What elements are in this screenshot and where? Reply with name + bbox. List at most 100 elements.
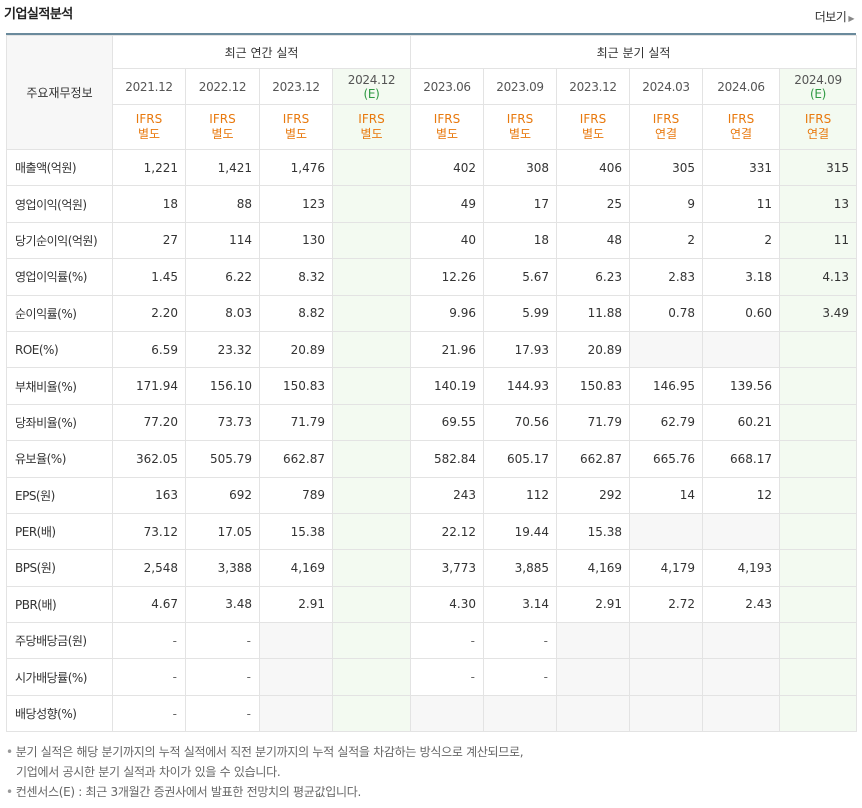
table-cell: 25 [556, 185, 630, 223]
table-cell [332, 294, 411, 332]
table-cell: 62.79 [629, 403, 703, 442]
ifrs-label: IFRS [209, 112, 236, 126]
table-cell: 15.38 [556, 512, 630, 551]
table-cell: 112 [483, 476, 557, 514]
table-cell [332, 476, 411, 514]
period-header: 2024.12 (E) [332, 68, 411, 105]
table-cell [702, 512, 780, 551]
table-cell: 362.05 [112, 440, 186, 478]
table-cell [778, 440, 858, 478]
row-label-header: 주요재무정보 [6, 35, 113, 150]
table-cell: 605.17 [483, 440, 557, 478]
table-cell: 692 [185, 476, 260, 514]
table-cell [778, 403, 858, 442]
table-top-border [6, 33, 856, 35]
accounting-basis: IFRS 별도 [185, 104, 260, 150]
table-cell: 8.03 [185, 294, 260, 332]
table-cell [778, 585, 858, 624]
table-row: 당기순이익(억원) 27 114 130 40 18 48 2 2 11 [6, 221, 858, 260]
table-row: 당좌비율(%) 77.20 73.73 71.79 69.55 70.56 71.79 62.… [6, 403, 858, 442]
row-label: ROE(%) [6, 330, 113, 369]
table-cell: 3.14 [483, 585, 557, 624]
table-row: 시가배당률(%) - - - - [6, 658, 858, 696]
table-cell [332, 148, 411, 187]
table-row: 주당배당금(원) - - - - [6, 622, 858, 660]
table-row: ROE(%) 6.59 23.32 20.89 21.96 17.93 20.89 [6, 330, 858, 369]
more-link[interactable]: 더보기 ▶ [814, 8, 855, 25]
table-cell: 40 [410, 221, 484, 260]
table-cell: 3,773 [410, 549, 484, 587]
table-cell: 70.56 [483, 403, 557, 442]
table-row: 배당성향(%) - - [6, 694, 858, 733]
ifrs-label: IFRS [282, 112, 310, 126]
row-label: PER(배) [6, 512, 113, 551]
table-cell: 8.82 [259, 294, 333, 332]
table-cell: 582.84 [410, 440, 484, 478]
table-cell: - [410, 658, 484, 696]
table-cell: 2.91 [259, 585, 333, 624]
table-cell: 48 [556, 221, 630, 260]
table-cell: 662.87 [556, 440, 630, 478]
accounting-basis: IFRS 연결 [702, 104, 780, 150]
table-cell [332, 549, 411, 587]
chevron-right-icon: ▶ [848, 14, 854, 23]
table-row: 영업이익률(%) 1.45 6.22 8.32 12.26 5.67 6.23 2.83 3.1… [6, 258, 858, 296]
table-cell: 668.17 [702, 440, 780, 478]
ifrs-label: IFRS [358, 112, 385, 126]
table-cell [556, 622, 630, 660]
accounting-basis: IFRS 연결 [629, 104, 703, 150]
table-cell: 23.32 [185, 330, 260, 369]
table-cell: 406 [556, 148, 630, 187]
basis-label: 별도 [137, 127, 161, 141]
period-label: 2024.03 [642, 79, 690, 94]
table-cell: 4.30 [410, 585, 484, 624]
table-row: 부채비율(%) 171.94 156.10 150.83 140.19 144.93 150… [6, 367, 858, 405]
table-cell [332, 658, 411, 696]
table-cell: - [483, 658, 557, 696]
row-label: 시가배당률(%) [6, 658, 113, 696]
table-row: 매출액(억원) 1,221 1,421 1,476 402 308 406 305 331 315 [6, 148, 858, 187]
table-cell: 1.45 [112, 258, 186, 296]
table-cell: 2.83 [629, 258, 703, 296]
table-cell: 665.76 [629, 440, 703, 478]
table-cell: 88 [185, 185, 260, 223]
annual-group-header: 최근 연간 실적 [112, 35, 411, 69]
table-cell: 4.67 [112, 585, 186, 624]
row-label: EPS(원) [6, 476, 113, 514]
table-row: 유보율(%) 362.05 505.79 662.87 582.84 605.17 662.… [6, 440, 858, 478]
ifrs-label: IFRS [506, 112, 534, 126]
table-cell [702, 330, 780, 369]
table-cell: 73.12 [112, 512, 186, 551]
table-cell: 5.67 [483, 258, 557, 296]
table-cell [778, 330, 858, 369]
table-cell: 144.93 [483, 367, 557, 405]
accounting-basis: IFRS 별도 [259, 104, 333, 150]
row-label: 배당성향(%) [6, 694, 113, 733]
period-label: 2023.06 [423, 79, 471, 94]
period-header: 2024.03 [629, 68, 703, 105]
table-cell: 17.93 [483, 330, 557, 369]
row-label: PBR(배) [6, 585, 113, 624]
ifrs-label: IFRS [579, 112, 607, 126]
table-cell: 5.99 [483, 294, 557, 332]
table-cell [629, 512, 703, 551]
basis-label: 별도 [360, 127, 383, 141]
table-cell: 4,193 [702, 549, 780, 587]
period-header: 2023.06 [410, 68, 484, 105]
row-label: 부채비율(%) [6, 367, 113, 405]
table-cell [259, 622, 333, 660]
table-cell: 1,421 [185, 148, 260, 187]
more-label[interactable]: 더보기 [814, 10, 847, 24]
period-label: 2023.12 [272, 79, 320, 94]
footnote-1-cont: 기업에서 공시한 분기 실적과 차이가 있을 수 있습니다. [16, 765, 281, 779]
table-cell: 2,548 [112, 549, 186, 587]
table-cell: 140.19 [410, 367, 484, 405]
table-cell [702, 658, 780, 696]
table-cell [629, 694, 703, 733]
row-label: 매출액(억원) [6, 148, 113, 187]
table-cell [556, 658, 630, 696]
table-cell: 123 [259, 185, 333, 223]
ifrs-label: IFRS [433, 112, 461, 126]
table-row: 영업이익(억원) 18 88 123 49 17 25 9 11 13 [6, 185, 858, 223]
table-cell: 3,388 [185, 549, 260, 587]
